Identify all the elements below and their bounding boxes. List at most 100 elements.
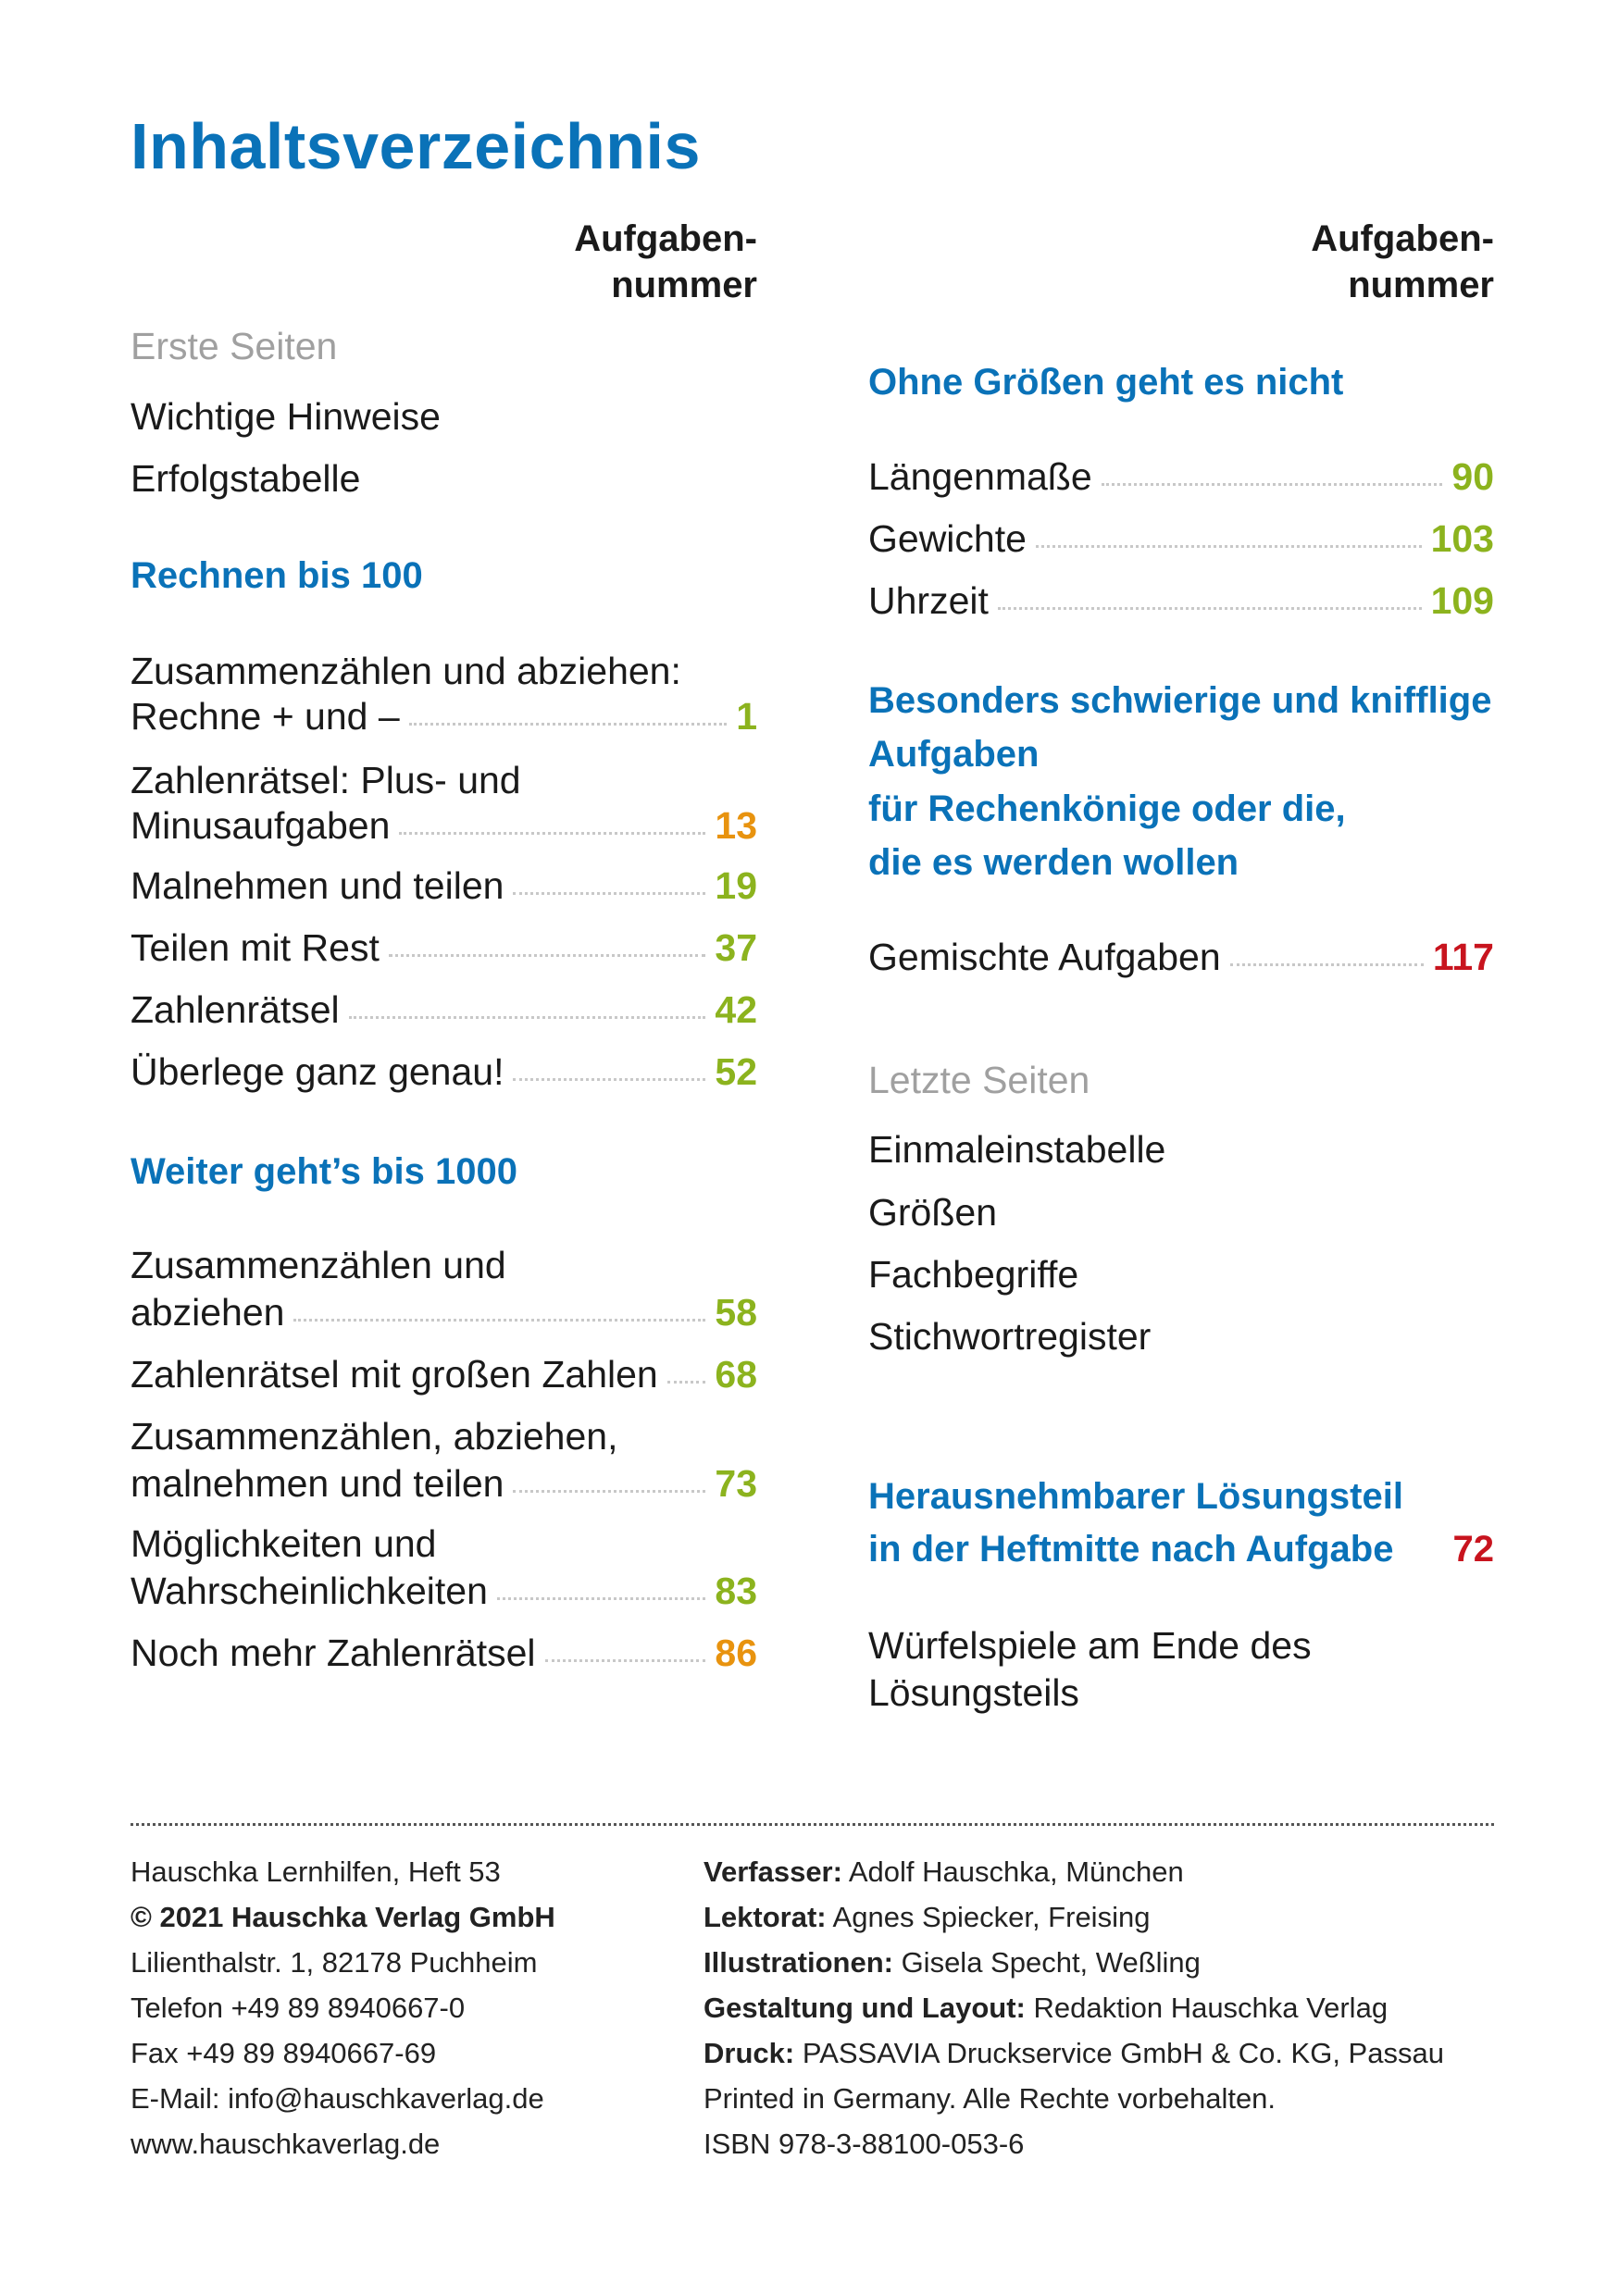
toc-note: Würfelspiele am Ende des xyxy=(868,1624,1312,1667)
entry-label: Zahlenrätsel xyxy=(131,988,340,1031)
section-heading-weiter-bis-1000: Weiter geht’s bis 1000 xyxy=(131,1151,517,1192)
dot-leader xyxy=(666,1381,706,1384)
entry-label: Längenmaße xyxy=(868,455,1092,498)
dot-leader xyxy=(513,1490,706,1493)
dot-leader xyxy=(1101,483,1443,486)
entry-label: Überlege ganz genau! xyxy=(131,1050,504,1093)
column-header-right: Aufgaben- nummer xyxy=(1124,216,1494,308)
dot-leader xyxy=(1035,545,1422,548)
toc-item: Einmaleinstabelle xyxy=(868,1128,1166,1171)
entry-label: Malnehmen und teilen xyxy=(131,864,504,907)
entry-label: Wahrscheinlichkeiten xyxy=(131,1570,488,1612)
section-heading-rechnen-bis-100: Rechnen bis 100 xyxy=(131,555,423,596)
dot-leader xyxy=(997,607,1422,610)
task-number: 109 xyxy=(1430,579,1494,622)
dot-leader xyxy=(544,1659,706,1662)
toc-entry: Noch mehr Zahlenrätsel 86 xyxy=(131,1630,757,1676)
entry-label: Zusammenzählen und abziehen: xyxy=(131,650,681,692)
toc-entry: Überlege ganz genau! 52 xyxy=(131,1049,757,1095)
entry-label: abziehen xyxy=(131,1291,285,1334)
column-header-line: nummer xyxy=(611,265,757,305)
credit-line: ISBN 978-3-88100-053-6 xyxy=(704,2121,1024,2166)
task-number: 103 xyxy=(1430,517,1494,560)
credit-value: ISBN 978-3-88100-053-6 xyxy=(704,2128,1025,2160)
toc-entry: malnehmen und teilen 73 xyxy=(131,1460,757,1507)
task-number: 19 xyxy=(715,864,757,907)
toc-note: Lösungsteils xyxy=(868,1671,1079,1714)
divider xyxy=(131,1823,1494,1826)
section-label-letzte-seiten: Letzte Seiten xyxy=(868,1059,1090,1101)
entry-label: Rechne + und – xyxy=(131,695,400,738)
task-number: 1 xyxy=(736,695,757,738)
section-heading-loesungsteil: in der Heftmitte nach Aufgabe 72 xyxy=(868,1522,1494,1576)
column-header-line: Aufgaben- xyxy=(574,218,757,259)
entry-label: Gemischte Aufgaben xyxy=(868,936,1221,978)
imprint-line: © 2021 Hauschka Verlag GmbH xyxy=(131,1901,555,1933)
dot-leader xyxy=(496,1597,706,1600)
toc-entry: Rechne + und – 1 xyxy=(131,693,757,739)
credit-value: Agnes Spiecker, Freising xyxy=(826,1901,1151,1933)
dot-leader xyxy=(408,723,728,726)
task-number: 90 xyxy=(1451,455,1494,498)
task-number: 73 xyxy=(715,1462,757,1505)
dot-leader xyxy=(293,1319,706,1322)
credit-line: Gestaltung und Layout: Redaktion Hauschk… xyxy=(704,1985,1388,2030)
toc-item: Wichtige Hinweise xyxy=(131,395,441,438)
imprint-line: E-Mail: info@hauschkaverlag.de xyxy=(131,2082,544,2115)
toc-entry: Minusaufgaben 13 xyxy=(131,802,757,849)
credit-value: Printed in Germany. Alle Rechte vorbehal… xyxy=(704,2082,1277,2115)
task-number: 13 xyxy=(715,804,757,847)
column-header-line: Aufgaben- xyxy=(1311,218,1494,259)
entry-label: malnehmen und teilen xyxy=(131,1462,504,1505)
imprint-line: Fax +49 89 8940667-69 xyxy=(131,2037,437,2069)
credit-value: PASSAVIA Druckservice GmbH & Co. KG, Pas… xyxy=(794,2037,1444,2069)
toc-entry: Malnehmen und teilen 19 xyxy=(131,863,757,909)
credit-line: Verfasser: Adolf Hauschka, München xyxy=(704,1849,1184,1894)
toc-entry-line: Zusammenzählen und xyxy=(131,1242,506,1288)
task-number: 72 xyxy=(1452,1529,1495,1570)
credit-line: Lektorat: Agnes Spiecker, Freising xyxy=(704,1894,1150,1940)
imprint-line: Telefon +49 89 8940667-0 xyxy=(131,1992,466,2024)
credit-label: Druck: xyxy=(704,2037,795,2069)
entry-label: Minusaufgaben xyxy=(131,804,391,847)
task-number: 42 xyxy=(715,988,757,1031)
entry-label: Zahlenrätsel: Plus- und xyxy=(131,759,521,801)
task-number: 37 xyxy=(715,926,757,969)
toc-item: Erfolgstabelle xyxy=(131,457,361,500)
column-header-line: nummer xyxy=(1348,265,1494,305)
entry-label: Gewichte xyxy=(868,517,1027,560)
credit-value: Gisela Specht, Weßling xyxy=(892,1946,1201,1979)
toc-entry-line: Zahlenrätsel: Plus- und xyxy=(131,757,521,803)
dot-leader xyxy=(388,954,706,957)
task-number: 86 xyxy=(715,1632,757,1674)
credit-line: Printed in Germany. Alle Rechte vorbehal… xyxy=(704,2076,1276,2121)
dot-leader xyxy=(513,892,706,895)
section-heading-schwierig: Aufgaben xyxy=(868,734,1040,775)
section-heading-groessen: Ohne Größen geht es nicht xyxy=(868,362,1344,403)
credit-line: Druck: PASSAVIA Druckservice GmbH & Co. … xyxy=(704,2030,1444,2076)
credit-label: Verfasser: xyxy=(704,1855,842,1888)
toc-entry: abziehen 58 xyxy=(131,1289,757,1335)
task-number: 68 xyxy=(715,1353,757,1396)
section-label-erste-seiten: Erste Seiten xyxy=(131,325,338,367)
credit-label: Illustrationen: xyxy=(704,1946,893,1979)
toc-entry: Gemischte Aufgaben 117 xyxy=(868,934,1494,980)
entry-label: Teilen mit Rest xyxy=(131,926,380,969)
dot-leader xyxy=(1229,963,1424,966)
toc-entry: Zahlenrätsel 42 xyxy=(131,987,757,1033)
toc-entry: Teilen mit Rest 37 xyxy=(131,925,757,971)
imprint-line: Hauschka Lernhilfen, Heft 53 xyxy=(131,1855,501,1888)
imprint-line: Lilienthalstr. 1, 82178 Puchheim xyxy=(131,1946,538,1979)
task-number: 117 xyxy=(1432,936,1494,978)
dot-leader xyxy=(513,1078,706,1081)
toc-entry-line: Zusammenzählen und abziehen: xyxy=(131,648,681,694)
dot-leader xyxy=(348,1016,706,1019)
task-number: 52 xyxy=(715,1050,757,1093)
toc-entry: Wahrscheinlichkeiten 83 xyxy=(131,1568,757,1614)
entry-label: Zusammenzählen, abziehen, xyxy=(131,1415,618,1458)
toc-entry: Zahlenrätsel mit großen Zahlen 68 xyxy=(131,1351,757,1397)
toc-entry: Längenmaße 90 xyxy=(868,453,1494,500)
credit-label: Lektorat: xyxy=(704,1901,827,1933)
toc-entry: Uhrzeit 109 xyxy=(868,577,1494,624)
toc-item: Stichwortregister xyxy=(868,1315,1152,1358)
